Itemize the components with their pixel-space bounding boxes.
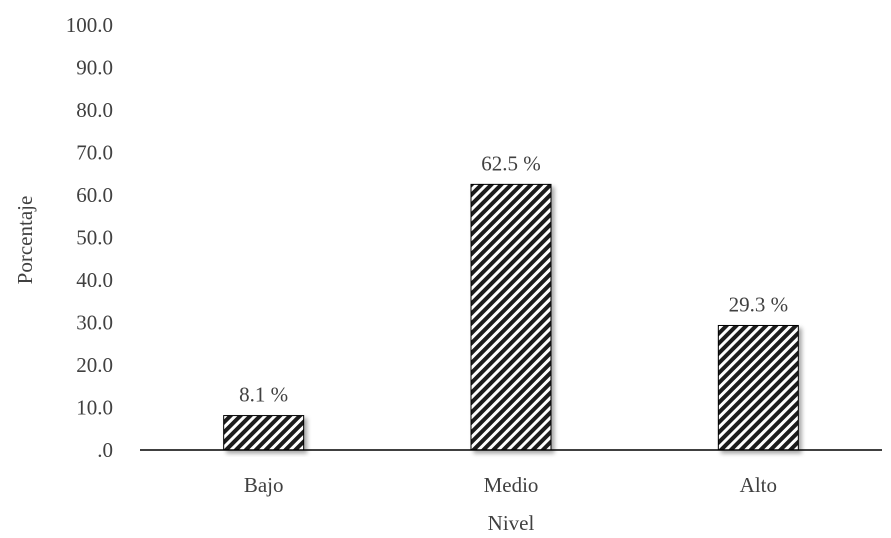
y-tick-label: 90.0 — [76, 56, 113, 80]
data-labels: 8.1 % 62.5 % 29.3 % — [239, 151, 788, 406]
y-axis: .0 10.0 20.0 30.0 40.0 50.0 60.0 70.0 80.0 90.0 10… — [66, 13, 113, 462]
bars — [223, 183, 799, 451]
y-tick-label: 40.0 — [76, 268, 113, 292]
x-tick-label: Bajo — [244, 473, 284, 497]
y-tick-label: 60.0 — [76, 183, 113, 207]
y-tick-label: 70.0 — [76, 141, 113, 165]
x-axis-title: Nivel — [488, 511, 535, 535]
y-tick-label: 100.0 — [66, 13, 113, 37]
y-axis-title: Porcentaje — [13, 196, 37, 285]
y-tick-label: 20.0 — [76, 353, 113, 377]
y-tick-label: 80.0 — [76, 98, 113, 122]
y-tick-label: 30.0 — [76, 311, 113, 335]
y-tick-label: 50.0 — [76, 226, 113, 250]
data-label: 62.5 % — [481, 151, 541, 175]
y-tick-label: .0 — [97, 438, 113, 462]
x-axis: Bajo Medio Alto — [244, 473, 777, 497]
x-tick-label: Medio — [484, 473, 539, 497]
x-tick-label: Alto — [740, 473, 777, 497]
data-label: 8.1 % — [239, 383, 288, 407]
bar-medio — [470, 183, 552, 451]
y-tick-label: 10.0 — [76, 396, 113, 420]
data-label: 29.3 % — [729, 292, 789, 316]
bar-alto — [717, 324, 799, 451]
bar-bajo — [223, 415, 305, 451]
